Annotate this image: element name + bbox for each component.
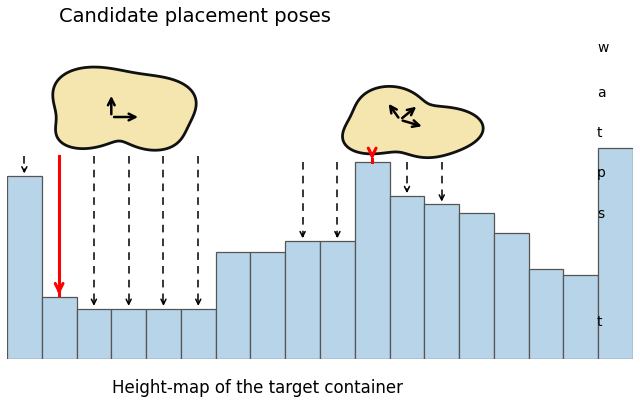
Text: t: t — [597, 126, 603, 140]
Polygon shape — [342, 86, 483, 158]
Bar — [216, 252, 250, 359]
Bar — [390, 196, 424, 359]
Bar — [355, 162, 390, 359]
Text: p: p — [597, 166, 606, 180]
Bar — [598, 148, 633, 359]
Bar — [494, 233, 529, 359]
Bar — [563, 275, 598, 359]
Bar — [285, 241, 320, 359]
Bar — [529, 269, 563, 359]
Bar — [181, 309, 216, 359]
Text: w: w — [597, 42, 609, 55]
Text: t: t — [597, 316, 603, 329]
Bar — [424, 204, 459, 359]
Bar — [77, 309, 111, 359]
Bar — [250, 252, 285, 359]
Bar — [42, 297, 77, 359]
Bar — [146, 309, 181, 359]
Text: Candidate placement poses: Candidate placement poses — [59, 6, 331, 25]
Bar — [459, 213, 494, 359]
Bar — [7, 176, 42, 359]
Bar — [320, 241, 355, 359]
Text: a: a — [597, 86, 605, 100]
Text: s: s — [597, 207, 604, 220]
Text: Height-map of the target container: Height-map of the target container — [112, 379, 403, 397]
Polygon shape — [52, 67, 196, 150]
Bar — [111, 309, 146, 359]
